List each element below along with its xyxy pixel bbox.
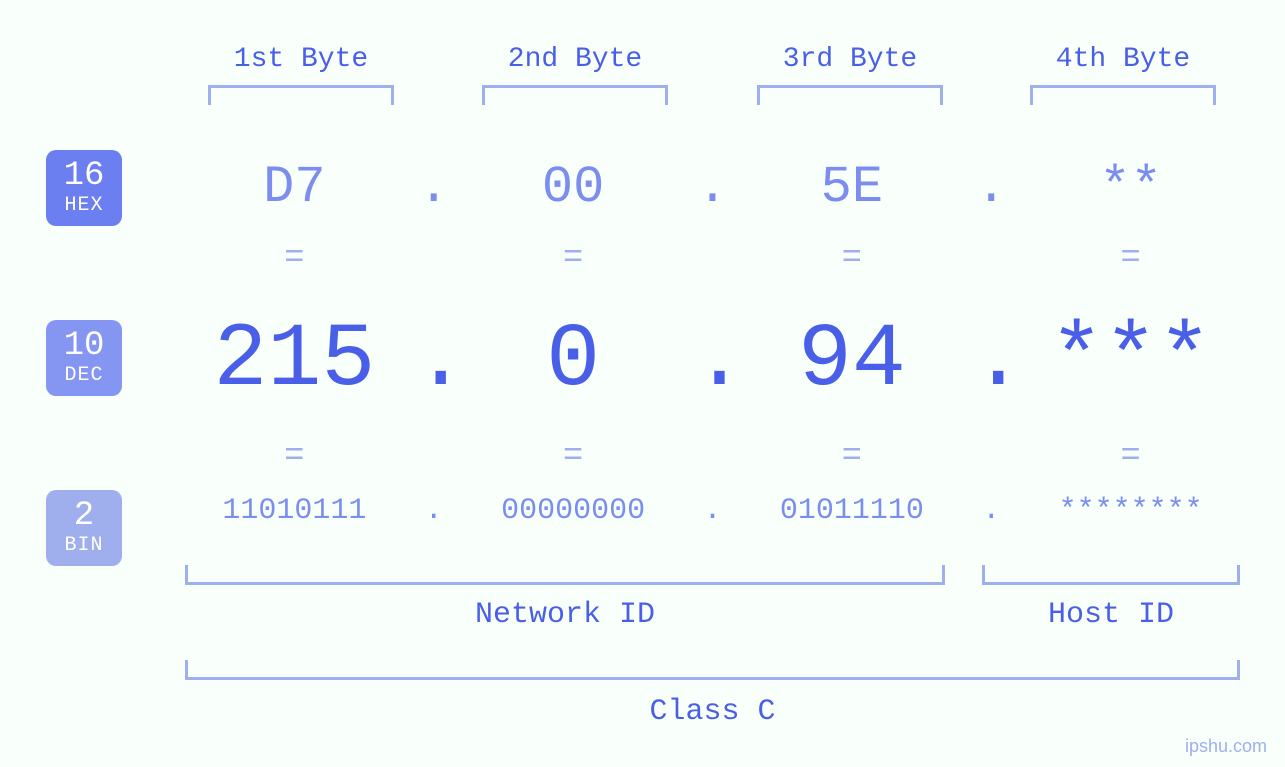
dec-row: 215 . 0 . 94 . *** — [175, 310, 1250, 412]
class-label: Class C — [185, 695, 1240, 729]
bin-row: 11010111 . 00000000 . 01011110 . *******… — [175, 494, 1250, 528]
bin-byte-2: 00000000 — [454, 494, 693, 528]
hex-badge-num: 16 — [64, 159, 105, 193]
network-id-label: Network ID — [185, 598, 945, 632]
bracket-class — [185, 660, 1240, 680]
equals-icon: = — [1011, 438, 1250, 476]
host-id-label: Host ID — [982, 598, 1240, 632]
bracket-byte-4 — [1030, 85, 1216, 105]
hex-byte-2: 00 — [454, 158, 693, 217]
byte-header-3: 3rd Byte — [730, 44, 970, 75]
bin-badge-num: 2 — [74, 499, 94, 533]
dot: . — [414, 310, 454, 412]
dec-byte-1: 215 — [175, 310, 414, 412]
hex-row: D7 . 00 . 5E . ** — [175, 158, 1250, 217]
equals-icon: = — [454, 240, 693, 278]
hex-byte-3: 5E — [733, 158, 972, 217]
dec-badge-label: DEC — [64, 365, 103, 387]
bin-byte-3: 01011110 — [733, 494, 972, 528]
equals-icon: = — [175, 240, 414, 278]
equals-icon: = — [733, 438, 972, 476]
bin-badge-label: BIN — [64, 535, 103, 557]
dec-byte-4: *** — [1011, 310, 1250, 412]
bracket-host-id — [982, 565, 1240, 585]
equals-icon: = — [1011, 240, 1250, 278]
bin-byte-4: ******** — [1011, 494, 1250, 528]
hex-byte-1: D7 — [175, 158, 414, 217]
dec-badge: 10 DEC — [46, 320, 122, 396]
bin-byte-1: 11010111 — [175, 494, 414, 528]
dot: . — [693, 310, 733, 412]
byte-header-4: 4th Byte — [1003, 44, 1243, 75]
dec-badge-num: 10 — [64, 329, 105, 363]
hex-badge-label: HEX — [64, 195, 103, 217]
hex-byte-4: ** — [1011, 158, 1250, 217]
dot: . — [971, 494, 1011, 528]
bin-badge: 2 BIN — [46, 490, 122, 566]
dec-byte-3: 94 — [733, 310, 972, 412]
dot: . — [414, 158, 454, 217]
equals-row-1: = = = = — [175, 240, 1250, 278]
byte-header-2: 2nd Byte — [455, 44, 695, 75]
equals-icon: = — [454, 438, 693, 476]
dot: . — [693, 494, 733, 528]
bracket-byte-3 — [757, 85, 943, 105]
dec-byte-2: 0 — [454, 310, 693, 412]
bracket-byte-2 — [482, 85, 668, 105]
dot: . — [971, 158, 1011, 217]
equals-row-2: = = = = — [175, 438, 1250, 476]
equals-icon: = — [733, 240, 972, 278]
dot: . — [693, 158, 733, 217]
watermark: ipshu.com — [1185, 736, 1267, 757]
equals-icon: = — [175, 438, 414, 476]
dot: . — [414, 494, 454, 528]
byte-header-1: 1st Byte — [181, 44, 421, 75]
dot: . — [971, 310, 1011, 412]
hex-badge: 16 HEX — [46, 150, 122, 226]
bracket-byte-1 — [208, 85, 394, 105]
bracket-network-id — [185, 565, 945, 585]
